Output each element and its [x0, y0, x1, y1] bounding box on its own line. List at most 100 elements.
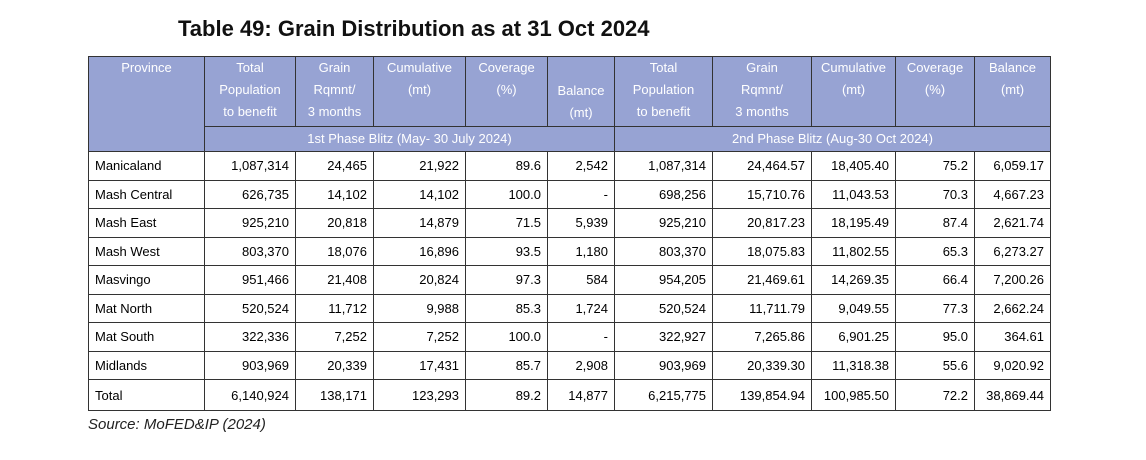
value-cell: 14,102 [295, 179, 374, 209]
value-cell: 584 [547, 265, 615, 295]
value-cell: 20,339 [295, 350, 374, 380]
table-row: Manicaland 1,087,314 24,465 21,922 89.6 2,542… [88, 151, 1051, 181]
value-cell: 14,877 [547, 379, 615, 411]
value-cell: 11,802.55 [811, 236, 896, 266]
value-cell: 11,318.38 [811, 350, 896, 380]
value-cell: 20,817.23 [712, 208, 812, 238]
header-p1-coverage: Coverage (%) [465, 56, 548, 127]
value-cell: 626,735 [204, 179, 296, 209]
value-cell: 364.61 [974, 322, 1051, 352]
table-row: Mash East 925,210 20,818 14,879 71.5 5,939 925… [88, 208, 1051, 238]
value-cell: 100,985.50 [811, 379, 896, 411]
value-cell: 21,469.61 [712, 265, 812, 295]
value-cell: 18,076 [295, 236, 374, 266]
value-cell: 15,710.76 [712, 179, 812, 209]
table-row: Mash West 803,370 18,076 16,896 93.5 1,180 803… [88, 236, 1051, 266]
value-cell: 4,667.23 [974, 179, 1051, 209]
province-cell: Midlands [88, 350, 205, 380]
value-cell: 520,524 [614, 293, 713, 323]
header-p1-grain-requirement: Grain Rqmnt/3 months [295, 56, 374, 127]
province-cell: Mash West [88, 236, 205, 266]
value-cell: 1,724 [547, 293, 615, 323]
value-cell: 698,256 [614, 179, 713, 209]
value-cell: 65.3 [895, 236, 975, 266]
value-cell: 16,896 [373, 236, 466, 266]
value-cell: 66.4 [895, 265, 975, 295]
province-cell: Mat North [88, 293, 205, 323]
value-cell: 925,210 [204, 208, 296, 238]
value-cell: 24,465 [295, 151, 374, 181]
value-cell: 18,075.83 [712, 236, 812, 266]
value-cell: 100.0 [465, 179, 548, 209]
value-cell: 803,370 [204, 236, 296, 266]
value-cell: 87.4 [895, 208, 975, 238]
value-cell: 6,140,924 [204, 379, 296, 411]
value-cell: 138,171 [295, 379, 374, 411]
value-cell: 20,824 [373, 265, 466, 295]
value-cell: 70.3 [895, 179, 975, 209]
value-cell: 20,339.30 [712, 350, 812, 380]
value-cell: 903,969 [614, 350, 713, 380]
value-cell: 24,464.57 [712, 151, 812, 181]
value-cell: 322,927 [614, 322, 713, 352]
value-cell: 100.0 [465, 322, 548, 352]
value-cell: 803,370 [614, 236, 713, 266]
value-cell: 11,712 [295, 293, 374, 323]
table-body: Manicaland 1,087,314 24,465 21,922 89.6 2,542… [88, 151, 1051, 411]
value-cell: 1,087,314 [614, 151, 713, 181]
province-cell: Total [88, 379, 205, 411]
value-cell: 77.3 [895, 293, 975, 323]
header-province: Province [88, 56, 205, 127]
table-row: Midlands 903,969 20,339 17,431 85.7 2,908 903,… [88, 350, 1051, 380]
value-cell: 18,195.49 [811, 208, 896, 238]
table-title: Table 49: Grain Distribution as at 31 Oc… [178, 16, 650, 41]
value-cell: 7,200.26 [974, 265, 1051, 295]
value-cell: 1,087,314 [204, 151, 296, 181]
value-cell: 9,988 [373, 293, 466, 323]
value-cell: 14,102 [373, 179, 466, 209]
header-p1-balance: Balance (mt) [547, 56, 615, 127]
header-p1-total-population: Total Population to benefit [204, 56, 296, 127]
header-p2-grain-requirement: Grain Rqmnt/3 months [712, 56, 812, 127]
province-cell: Mash East [88, 208, 205, 238]
value-cell: 14,879 [373, 208, 466, 238]
value-cell: 55.6 [895, 350, 975, 380]
value-cell: 38,869.44 [974, 379, 1051, 411]
value-cell: 14,269.35 [811, 265, 896, 295]
value-cell: 89.6 [465, 151, 548, 181]
value-cell: 6,059.17 [974, 151, 1051, 181]
province-cell: Manicaland [88, 151, 205, 181]
table-row: Mat North 520,524 11,712 9,988 85.3 1,724 520,… [88, 293, 1051, 323]
value-cell: 75.2 [895, 151, 975, 181]
province-cell: Masvingo [88, 265, 205, 295]
header-p2-coverage: Coverage (%) [895, 56, 975, 127]
table-row: Mat South 322,336 7,252 7,252 100.0-322,927 7… [88, 322, 1051, 352]
value-cell: 6,901.25 [811, 322, 896, 352]
value-cell: 11,043.53 [811, 179, 896, 209]
value-cell: 139,854.94 [712, 379, 812, 411]
total-row: Total 6,140,924 138,171 123,293 89.2 14,877 6,… [88, 379, 1051, 411]
value-cell: - [547, 179, 615, 209]
value-cell: 6,215,775 [614, 379, 713, 411]
value-cell: 2,662.24 [974, 293, 1051, 323]
phase-spacer [88, 126, 205, 152]
value-cell: 21,408 [295, 265, 374, 295]
province-cell: Mat South [88, 322, 205, 352]
value-cell: 123,293 [373, 379, 466, 411]
value-cell: 2,908 [547, 350, 615, 380]
value-cell: - [547, 322, 615, 352]
value-cell: 954,205 [614, 265, 713, 295]
value-cell: 97.3 [465, 265, 548, 295]
table-row: Masvingo 951,466 21,408 20,824 97.3 584 954,20… [88, 265, 1051, 295]
value-cell: 17,431 [373, 350, 466, 380]
value-cell: 925,210 [614, 208, 713, 238]
value-cell: 7,265.86 [712, 322, 812, 352]
value-cell: 2,621.74 [974, 208, 1051, 238]
value-cell: 520,524 [204, 293, 296, 323]
value-cell: 6,273.27 [974, 236, 1051, 266]
value-cell: 1,180 [547, 236, 615, 266]
value-cell: 9,020.92 [974, 350, 1051, 380]
value-cell: 89.2 [465, 379, 548, 411]
value-cell: 2,542 [547, 151, 615, 181]
table-row: Mash Central 626,735 14,102 14,102 100.0-698… [88, 179, 1051, 209]
